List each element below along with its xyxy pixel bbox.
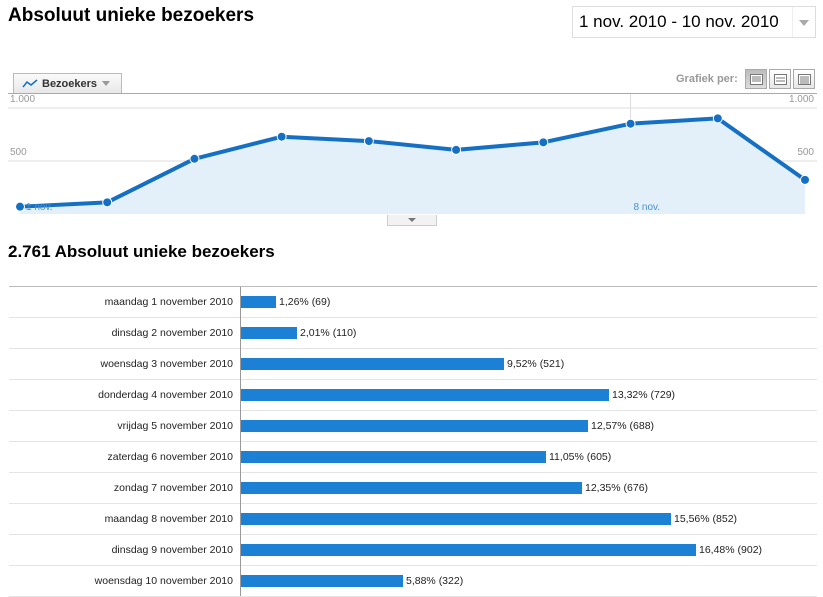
table-row: woensdag 10 november 2010 5,88% (322): [9, 566, 817, 597]
x-tick-label: 8 nov.: [634, 202, 661, 213]
table-row: zaterdag 6 november 2010 11,05% (605): [9, 442, 817, 473]
data-point: [15, 201, 25, 212]
bar-value-label: 12,57% (688): [591, 420, 655, 432]
visitors-table: maandag 1 november 2010 1,26% (69) dinsdag…: [9, 286, 817, 597]
table-row: maandag 8 november 2010 15,56% (852): [9, 504, 817, 535]
row-date-label: maandag 8 november 2010: [104, 513, 233, 525]
visitors-bar: [241, 389, 609, 401]
data-point: [363, 136, 374, 147]
data-point: [451, 144, 462, 155]
row-date-label: woensdag 10 november 2010: [94, 575, 233, 587]
visitors-bar: [241, 358, 504, 370]
row-date-label: donderdag 4 november 2010: [98, 389, 233, 401]
week-view-icon: [774, 74, 787, 85]
graph-by-month-button[interactable]: [793, 69, 815, 89]
data-point: [800, 174, 810, 185]
data-point: [538, 137, 549, 148]
table-row: woensdag 3 november 2010 9,52% (521): [9, 349, 817, 380]
bar-value-label: 1,26% (69): [279, 296, 331, 308]
visitors-bar: [241, 544, 696, 556]
bar-value-label: 9,52% (521): [507, 358, 565, 370]
bar-value-label: 16,48% (902): [699, 544, 763, 556]
chevron-down-icon[interactable]: [792, 7, 815, 37]
graph-by-label: Grafiek per:: [676, 73, 738, 85]
visitors-chart: 1.000 1.000 500 500 1 nov. 8 nov.: [8, 93, 817, 215]
date-range-picker[interactable]: 1 nov. 2010 - 10 nov. 2010: [572, 6, 816, 38]
data-point: [102, 197, 113, 208]
date-range-text[interactable]: 1 nov. 2010 - 10 nov. 2010: [579, 12, 779, 31]
total-visitors-heading: 2.761 Absoluut unieke bezoekers: [8, 242, 275, 261]
row-date-label: vrijdag 5 november 2010: [117, 420, 233, 432]
visitors-bar: [241, 513, 671, 525]
x-tick-label: 1 nov.: [26, 202, 53, 213]
line-chart-icon: [22, 78, 38, 87]
bar-value-label: 2,01% (110): [300, 327, 357, 339]
y-tick-label-right: 500: [797, 147, 814, 158]
bar-axis-line: [240, 287, 241, 596]
month-view-icon: [798, 74, 811, 85]
visitors-chart-svg: 1.000 1.000 500 500 1 nov. 8 nov.: [8, 94, 817, 214]
table-row: maandag 1 november 2010 1,26% (69): [9, 287, 817, 318]
metric-selector-label: Bezoekers: [42, 77, 98, 90]
bar-value-label: 15,56% (852): [674, 513, 738, 525]
y-tick-label-left: 500: [10, 147, 27, 158]
page-title: Absoluut unieke bezoekers: [8, 5, 255, 26]
table-row: dinsdag 9 november 2010 16,48% (902): [9, 535, 817, 566]
y-tick-label-right: 1.000: [789, 94, 814, 105]
area-fill: [20, 118, 805, 214]
caret-down-icon: [102, 81, 111, 86]
bar-value-label: 13,32% (729): [612, 389, 676, 401]
data-point: [625, 118, 636, 129]
data-point: [276, 131, 287, 142]
visitors-bar: [241, 575, 403, 587]
data-point: [189, 153, 200, 164]
table-row: dinsdag 2 november 2010 2,01% (110): [9, 318, 817, 349]
visitors-bar: [241, 451, 546, 463]
table-row: vrijdag 5 november 2010 12,57% (688): [9, 411, 817, 442]
metric-selector[interactable]: Bezoekers: [13, 73, 122, 93]
row-date-label: maandag 1 november 2010: [104, 296, 233, 308]
graph-by-day-button[interactable]: [745, 69, 767, 89]
day-view-icon: [750, 74, 763, 85]
visitors-bar: [241, 420, 588, 432]
row-date-label: woensdag 3 november 2010: [100, 358, 233, 370]
y-tick-label-left: 1.000: [10, 94, 35, 105]
row-date-label: dinsdag 2 november 2010: [111, 327, 233, 339]
row-date-label: dinsdag 9 november 2010: [111, 544, 233, 556]
data-point: [712, 113, 723, 124]
visitors-bar: [241, 482, 582, 494]
bar-value-label: 5,88% (322): [406, 575, 464, 587]
graph-by-week-button[interactable]: [769, 69, 791, 89]
row-date-label: zondag 7 november 2010: [113, 482, 233, 494]
visitors-bar: [241, 327, 297, 339]
series-line: [19, 116, 807, 209]
bar-value-label: 12,35% (676): [585, 482, 649, 494]
collapse-chart-handle[interactable]: [387, 215, 437, 226]
bar-value-label: 11,05% (605): [549, 451, 612, 463]
visitors-bar: [241, 296, 276, 308]
row-date-label: zaterdag 6 november 2010: [107, 451, 233, 463]
table-row: donderdag 4 november 2010 13,32% (729): [9, 380, 817, 411]
table-row: zondag 7 november 2010 12,35% (676): [9, 473, 817, 504]
